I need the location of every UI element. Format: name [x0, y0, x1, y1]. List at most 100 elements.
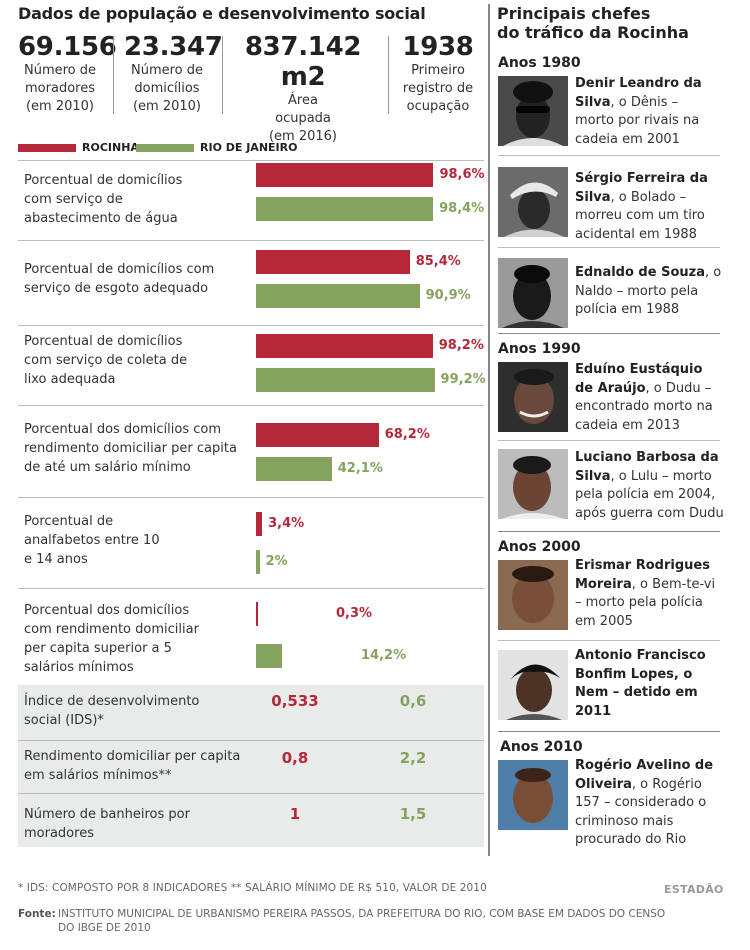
chief-photo	[498, 449, 568, 519]
chief-description-line: Luciano Barbosa da	[575, 450, 719, 465]
chief-description: Antonio Francisco Bonfim Lopes, o Nem – de…	[575, 647, 735, 721]
stat-households: 23.347 Número de domicílios (em 2010)	[124, 32, 223, 116]
bar-rocinha	[256, 423, 379, 447]
chief-photo	[498, 650, 568, 720]
chiefs-title: Principais chefes do tráfico da Rocinha	[497, 4, 737, 42]
category-line: Porcentual de domicílios com	[24, 262, 215, 277]
bar-rocinha	[256, 602, 258, 626]
category-line: lixo adequada	[24, 372, 116, 387]
stat-first-record: 1938 Primeiro registro de ocupação	[396, 32, 480, 116]
chief-description-line: morreu com um tiro	[575, 208, 705, 223]
chief-description-line: morto por rivais na	[575, 113, 700, 128]
value-label-rio: 42,1%	[337, 461, 383, 476]
chief-description-line: Sérgio Ferreira da	[575, 171, 708, 186]
category-line: com serviço de	[24, 192, 123, 207]
value-label-rio: 14,2%	[361, 648, 407, 663]
category-line: Porcentual dos domicílios com	[24, 422, 222, 437]
category-line: rendimento domiciliar per capita	[24, 441, 237, 456]
chief-description-line: cadeia em 2001	[575, 131, 680, 147]
source-text: INSTITUTO MUNICIPAL DE URBANISMO PEREIRA…	[58, 908, 666, 934]
bar-rocinha	[256, 512, 263, 536]
category-line: de até um salário mínimo	[24, 460, 191, 475]
bar-rocinha	[256, 250, 410, 274]
category-line: e 14 anos	[24, 552, 88, 567]
bar-rio	[256, 457, 332, 481]
stat-desc-line: (em 2010)	[132, 99, 202, 114]
table-value-rocinha: 1	[289, 805, 301, 823]
entry-divider	[498, 640, 720, 641]
stat-divider	[222, 36, 223, 114]
chief-description-line: de Araújo, o Dudu –	[575, 380, 712, 396]
chief-description: Eduíno Eustáquio de Araújo, o Dudu – encon…	[575, 361, 735, 435]
chief-description-line: Oliveira, o Rogério	[575, 776, 702, 792]
bar-rio	[256, 550, 260, 574]
chief-description-line: encontrado morto na	[575, 399, 713, 414]
value-label-rio: 2%	[265, 554, 288, 569]
decade-heading: Anos 2010	[500, 739, 583, 755]
page-title: Dados de população e desenvolvimento soc…	[18, 4, 426, 23]
category-line: Porcentual de	[24, 514, 114, 529]
stat-desc-line: domicílios	[134, 81, 200, 96]
category-line: analfabetos entre 10	[24, 533, 160, 548]
decade-heading: Anos 1990	[498, 341, 581, 357]
chiefs-title-line: Principais chefes	[497, 4, 651, 23]
column-divider	[488, 4, 490, 856]
chief-description-line: Silva, o Lulu – morto	[575, 468, 712, 484]
stat-desc-line: ocupada	[275, 111, 331, 126]
row-divider	[18, 240, 484, 241]
stat-divider	[113, 36, 114, 114]
entry-divider	[498, 333, 720, 334]
category-line: Porcentual dos domicílios	[24, 603, 190, 618]
table-value-rio: 1,5	[399, 805, 427, 823]
entry-divider	[498, 440, 720, 441]
chief-description-line: Denir Leandro da	[575, 76, 702, 91]
row-divider	[18, 405, 484, 406]
category-label-water: Porcentual de domicílios com serviço de …	[24, 171, 249, 228]
stat-desc-line: (em 2010)	[25, 99, 95, 114]
value-label-rocinha: 3,4%	[268, 516, 305, 531]
chief-description-line: em 2005	[575, 613, 633, 629]
value-label-rocinha: 85,4%	[415, 254, 461, 269]
chief-description-line: Bonfim Lopes, o	[575, 666, 693, 682]
stat-desc-line: registro de	[402, 81, 474, 96]
category-label-high-income: Porcentual dos domicílios com rendimento…	[24, 601, 249, 677]
indicator-table	[18, 685, 484, 847]
stat-residents: 69.156 Número de moradores (em 2010)	[18, 32, 117, 116]
chief-description-line: Silva, o Bolado –	[575, 189, 687, 205]
table-label-line: Número de banheiros por	[24, 807, 190, 822]
chief-description-line: pela polícia em 2004,	[575, 487, 716, 502]
entry-divider	[498, 155, 720, 156]
value-label-rio: 99,2%	[440, 372, 486, 387]
chiefs-title-line: do tráfico da Rocinha	[497, 23, 689, 42]
bar-rio	[256, 644, 282, 668]
row-divider	[18, 588, 484, 589]
row-divider	[18, 160, 484, 161]
chief-description-line: Rogério Avelino de	[575, 758, 714, 773]
value-label-rocinha: 68,2%	[384, 427, 430, 442]
value-label-rocinha: 0,3%	[336, 606, 373, 621]
chief-photo	[498, 167, 568, 237]
table-value-rio: 0,6	[399, 692, 427, 710]
table-value-rocinha: 0,533	[271, 692, 319, 710]
table-value-rio: 2,2	[399, 749, 427, 767]
chief-description: Ednaldo de Souza, o Naldo – morto pela pol…	[575, 264, 735, 320]
category-line: com serviço de coleta de	[24, 353, 188, 368]
chief-description-line: Antonio Francisco	[575, 648, 706, 663]
stat-area: 837.142 m2 Área ocupada (em 2016)	[230, 32, 376, 146]
legend-swatch-rocinha	[18, 144, 76, 152]
stat-desc-line: (em 2016)	[268, 129, 338, 144]
chief-photo	[498, 760, 568, 830]
chief-description-line: Moreira, o Bem-te-vi	[575, 576, 716, 592]
chief-description-line: Nem – detido em	[575, 685, 698, 700]
table-label-bathrooms: Número de banheiros por moradores	[24, 805, 249, 843]
legend-label-rocinha: ROCINHA	[82, 141, 139, 154]
table-label-ids: Índice de desenvolvimento social (IDS)*	[24, 692, 249, 730]
stat-desc-line: Número de	[130, 63, 204, 78]
entry-divider	[498, 247, 720, 248]
category-line: serviço de esgoto adequado	[24, 281, 209, 296]
table-label-line: social (IDS)*	[24, 713, 104, 728]
chief-description-line: criminoso mais	[575, 813, 674, 829]
chief-description-line: procurado do Rio	[575, 832, 687, 847]
stat-value: 1938	[402, 32, 474, 62]
value-label-rio: 98,4%	[439, 201, 485, 216]
